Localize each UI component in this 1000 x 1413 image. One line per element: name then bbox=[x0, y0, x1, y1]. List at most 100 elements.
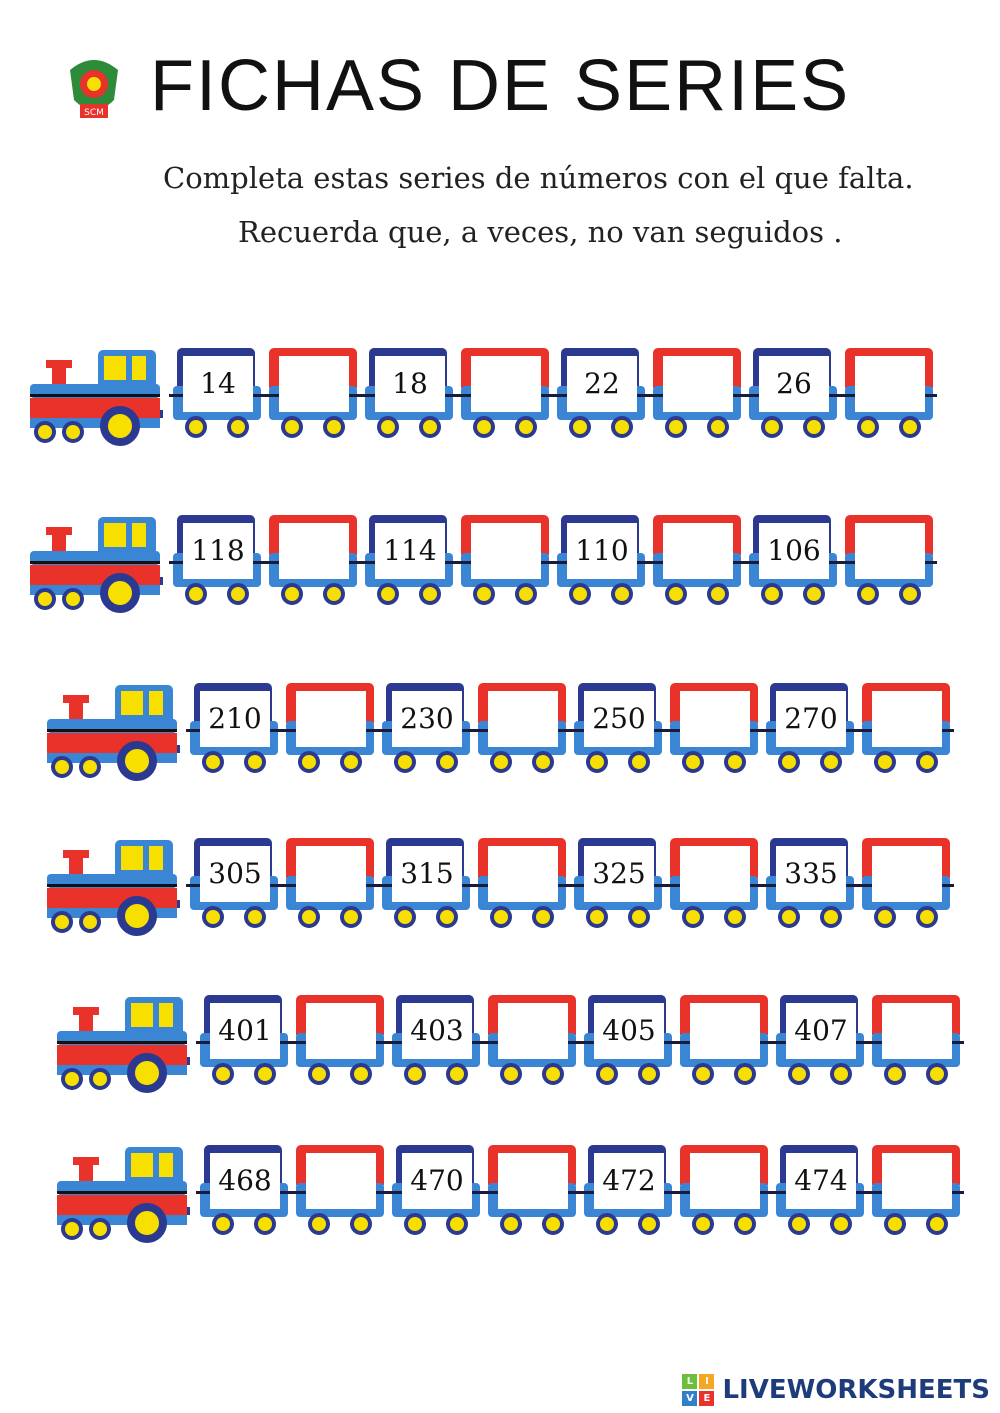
wheel-icon bbox=[596, 1063, 618, 1085]
red-car bbox=[666, 683, 762, 783]
blue-car: 210 bbox=[186, 683, 282, 783]
wheel-icon bbox=[628, 906, 650, 928]
answer-input[interactable] bbox=[488, 691, 558, 747]
answer-input[interactable] bbox=[882, 1153, 952, 1209]
answer-input[interactable] bbox=[882, 1003, 952, 1059]
answer-input[interactable] bbox=[279, 356, 349, 412]
wheel-icon bbox=[446, 1063, 468, 1085]
blue-car: 468 bbox=[196, 1145, 292, 1245]
wheel-icon bbox=[707, 416, 729, 438]
answer-input[interactable] bbox=[306, 1153, 376, 1209]
wheel-icon bbox=[682, 906, 704, 928]
wheel-icon bbox=[916, 751, 938, 773]
train-row: 118 114 110 106 bbox=[28, 515, 958, 615]
wheel-icon bbox=[926, 1063, 948, 1085]
answer-input[interactable] bbox=[680, 691, 750, 747]
blue-car: 474 bbox=[772, 1145, 868, 1245]
blue-car: 114 bbox=[361, 515, 457, 615]
wheel-icon bbox=[820, 751, 842, 773]
answer-input[interactable] bbox=[471, 356, 541, 412]
blue-car: 118 bbox=[169, 515, 265, 615]
wheel-icon bbox=[682, 751, 704, 773]
red-car bbox=[457, 515, 553, 615]
school-logo: SCM bbox=[62, 50, 126, 128]
car-number: 405 bbox=[594, 1003, 664, 1059]
car-number: 14 bbox=[183, 356, 253, 412]
wheel-icon bbox=[212, 1213, 234, 1235]
red-car bbox=[484, 995, 580, 1095]
answer-input[interactable] bbox=[872, 846, 942, 902]
car-number: 401 bbox=[210, 1003, 280, 1059]
wheel-icon bbox=[569, 583, 591, 605]
wheel-icon bbox=[254, 1213, 276, 1235]
wheel-icon bbox=[734, 1213, 756, 1235]
blue-car: 106 bbox=[745, 515, 841, 615]
answer-input[interactable] bbox=[663, 523, 733, 579]
wheel-icon bbox=[404, 1213, 426, 1235]
car-number: 114 bbox=[375, 523, 445, 579]
train-row: 305 315 325 335 bbox=[45, 838, 975, 938]
page-title: FICHAS DE SERIES bbox=[150, 46, 851, 126]
wheel-icon bbox=[404, 1063, 426, 1085]
answer-input[interactable] bbox=[471, 523, 541, 579]
answer-input[interactable] bbox=[680, 846, 750, 902]
blue-car: 110 bbox=[553, 515, 649, 615]
answer-input[interactable] bbox=[279, 523, 349, 579]
answer-input[interactable] bbox=[498, 1003, 568, 1059]
car-number: 26 bbox=[759, 356, 829, 412]
wheel-icon bbox=[281, 416, 303, 438]
car-number: 230 bbox=[392, 691, 462, 747]
wheel-icon bbox=[638, 1063, 660, 1085]
car-number: 18 bbox=[375, 356, 445, 412]
wheel-icon bbox=[490, 906, 512, 928]
wheel-icon bbox=[724, 751, 746, 773]
liveworksheets-icon: L I V E bbox=[682, 1374, 715, 1406]
answer-input[interactable] bbox=[872, 691, 942, 747]
wheel-icon bbox=[665, 416, 687, 438]
wheel-icon bbox=[761, 416, 783, 438]
blue-car: 14 bbox=[169, 348, 265, 448]
wheel-icon bbox=[185, 583, 207, 605]
blue-car: 26 bbox=[745, 348, 841, 448]
red-car bbox=[868, 995, 964, 1095]
answer-input[interactable] bbox=[663, 356, 733, 412]
red-car bbox=[474, 683, 570, 783]
wheel-icon bbox=[473, 416, 495, 438]
blue-car: 335 bbox=[762, 838, 858, 938]
answer-input[interactable] bbox=[488, 846, 558, 902]
blue-car: 407 bbox=[772, 995, 868, 1095]
red-car bbox=[282, 683, 378, 783]
wheel-icon bbox=[692, 1063, 714, 1085]
wheel-icon bbox=[611, 416, 633, 438]
wheel-icon bbox=[350, 1063, 372, 1085]
answer-input[interactable] bbox=[690, 1153, 760, 1209]
answer-input[interactable] bbox=[855, 523, 925, 579]
red-car bbox=[292, 995, 388, 1095]
wheel-icon bbox=[874, 751, 896, 773]
wheel-icon bbox=[569, 416, 591, 438]
answer-input[interactable] bbox=[855, 356, 925, 412]
train-row: 468 470 472 474 bbox=[55, 1145, 985, 1245]
wheel-icon bbox=[884, 1213, 906, 1235]
wheel-icon bbox=[394, 906, 416, 928]
wheel-icon bbox=[227, 583, 249, 605]
answer-input[interactable] bbox=[296, 691, 366, 747]
wheel-icon bbox=[820, 906, 842, 928]
red-car bbox=[858, 683, 954, 783]
wheel-icon bbox=[340, 751, 362, 773]
wheel-icon bbox=[586, 751, 608, 773]
wheel-icon bbox=[542, 1213, 564, 1235]
car-number: 472 bbox=[594, 1153, 664, 1209]
car-number: 106 bbox=[759, 523, 829, 579]
wheel-icon bbox=[490, 751, 512, 773]
answer-input[interactable] bbox=[690, 1003, 760, 1059]
answer-input[interactable] bbox=[306, 1003, 376, 1059]
wheel-icon bbox=[874, 906, 896, 928]
instruction-line-1: Completa estas series de números con el … bbox=[163, 161, 914, 195]
locomotive-icon bbox=[55, 1145, 201, 1245]
wheel-icon bbox=[857, 416, 879, 438]
answer-input[interactable] bbox=[296, 846, 366, 902]
locomotive-icon bbox=[45, 838, 191, 938]
answer-input[interactable] bbox=[498, 1153, 568, 1209]
blue-car: 22 bbox=[553, 348, 649, 448]
